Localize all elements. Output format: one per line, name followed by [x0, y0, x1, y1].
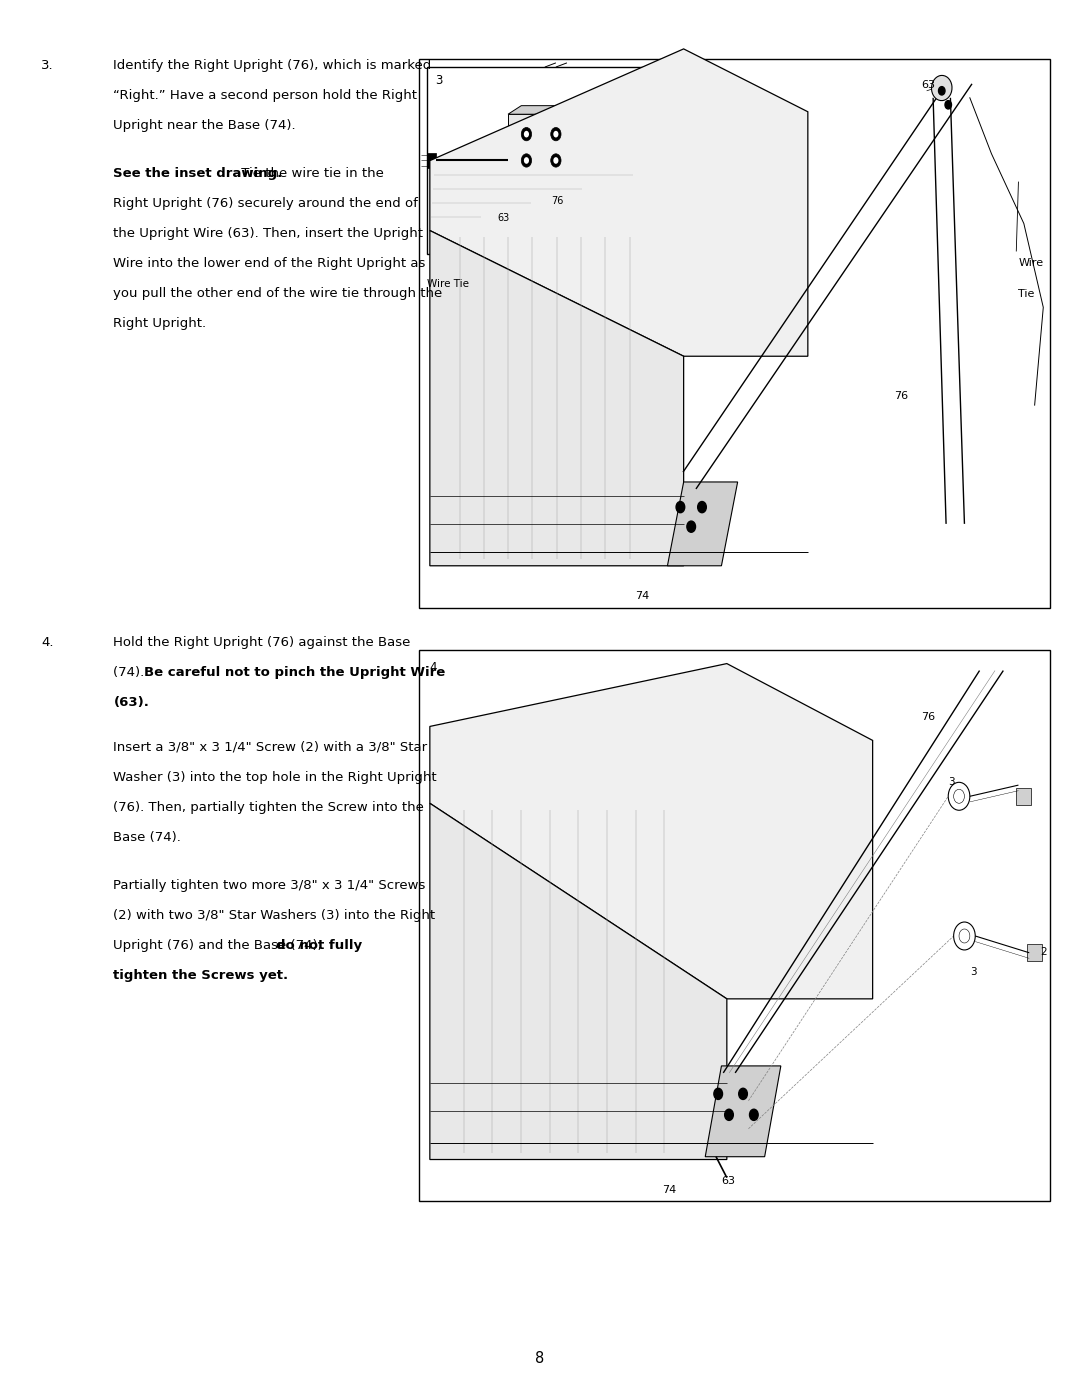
Text: Wire into the lower end of the Right Upright as: Wire into the lower end of the Right Upr… [113, 257, 426, 270]
Text: 3: 3 [948, 777, 955, 787]
Circle shape [553, 156, 558, 163]
Bar [427, 67, 657, 254]
Text: 74: 74 [662, 1185, 676, 1194]
Text: (63).: (63). [113, 696, 149, 708]
Circle shape [522, 127, 531, 141]
Polygon shape [582, 106, 595, 186]
Circle shape [551, 127, 561, 141]
Circle shape [945, 101, 951, 109]
Text: Right Upright.: Right Upright. [113, 317, 206, 330]
Text: (2) with two 3/8" Star Washers (3) into the Right: (2) with two 3/8" Star Washers (3) into … [113, 909, 435, 922]
Text: Upright near the Base (74).: Upright near the Base (74). [113, 119, 296, 131]
Text: Right Upright (76) securely around the end of: Right Upright (76) securely around the e… [113, 197, 418, 210]
Text: Tie the wire tie in the: Tie the wire tie in the [237, 166, 383, 180]
Circle shape [698, 502, 706, 513]
Text: 74: 74 [635, 591, 649, 601]
Text: Insert a 3/8" x 3 1/4" Screw (2) with a 3/8" Star: Insert a 3/8" x 3 1/4" Screw (2) with a … [113, 740, 428, 754]
Circle shape [687, 521, 696, 532]
Circle shape [725, 1109, 733, 1120]
Circle shape [522, 154, 531, 168]
Text: 3.: 3. [41, 59, 54, 71]
Text: Hold the Right Upright (76) against the Base: Hold the Right Upright (76) against the … [113, 636, 410, 648]
Text: Tie: Tie [1018, 289, 1035, 299]
Bar [1016, 788, 1031, 805]
Text: 63: 63 [497, 214, 510, 224]
Text: (76). Then, partially tighten the Screw into the: (76). Then, partially tighten the Screw … [113, 800, 424, 814]
Text: 76: 76 [894, 391, 908, 401]
Text: 76: 76 [921, 712, 935, 722]
Text: 4.: 4. [41, 636, 54, 648]
Text: “Right.” Have a second person hold the Right: “Right.” Have a second person hold the R… [113, 89, 417, 102]
Text: Partially tighten two more 3/8" x 3 1/4" Screws: Partially tighten two more 3/8" x 3 1/4"… [113, 879, 426, 891]
Text: Base (74).: Base (74). [113, 831, 181, 844]
Text: See the inset drawing.: See the inset drawing. [113, 166, 283, 180]
Text: 3: 3 [435, 74, 443, 87]
Circle shape [551, 154, 561, 168]
Polygon shape [430, 664, 873, 999]
Ellipse shape [932, 75, 951, 101]
Circle shape [750, 1109, 758, 1120]
Polygon shape [430, 49, 808, 356]
Text: Wire: Wire [1018, 258, 1043, 268]
Text: 76: 76 [551, 196, 563, 205]
Polygon shape [430, 231, 684, 566]
Text: you pull the other end of the wire tie through the: you pull the other end of the wire tie t… [113, 286, 443, 300]
Text: 3: 3 [970, 967, 976, 977]
Text: Washer (3) into the top hole in the Right Upright: Washer (3) into the top hole in the Righ… [113, 771, 437, 784]
Text: 63: 63 [721, 1176, 735, 1186]
Circle shape [714, 1088, 723, 1099]
Circle shape [553, 131, 558, 137]
Polygon shape [508, 115, 582, 186]
Text: (74).: (74). [113, 666, 149, 679]
Polygon shape [430, 803, 727, 1160]
Bar [419, 59, 1050, 608]
Circle shape [676, 502, 685, 513]
Text: Wire Tie: Wire Tie [427, 279, 469, 289]
Bar [1027, 944, 1042, 961]
Text: Upright (76) and the Base (74);: Upright (76) and the Base (74); [113, 939, 326, 951]
Text: 8: 8 [536, 1351, 544, 1366]
Text: 2: 2 [1040, 947, 1047, 957]
Circle shape [524, 156, 529, 163]
Text: do not fully: do not fully [275, 939, 362, 951]
Text: 63: 63 [921, 80, 935, 89]
Polygon shape [508, 106, 595, 115]
Text: the Upright Wire (63). Then, insert the Upright: the Upright Wire (63). Then, insert the … [113, 226, 423, 240]
Text: 4: 4 [430, 661, 437, 673]
Bar [419, 650, 1050, 1201]
Text: Identify the Right Upright (76), which is marked: Identify the Right Upright (76), which i… [113, 59, 432, 71]
Circle shape [739, 1088, 747, 1099]
Polygon shape [705, 1066, 781, 1157]
Polygon shape [667, 482, 738, 566]
Text: tighten the Screws yet.: tighten the Screws yet. [113, 970, 288, 982]
Bar [427, 154, 436, 168]
Circle shape [524, 131, 529, 137]
Circle shape [939, 87, 945, 95]
Text: Be careful not to pinch the Upright Wire: Be careful not to pinch the Upright Wire [144, 666, 445, 679]
